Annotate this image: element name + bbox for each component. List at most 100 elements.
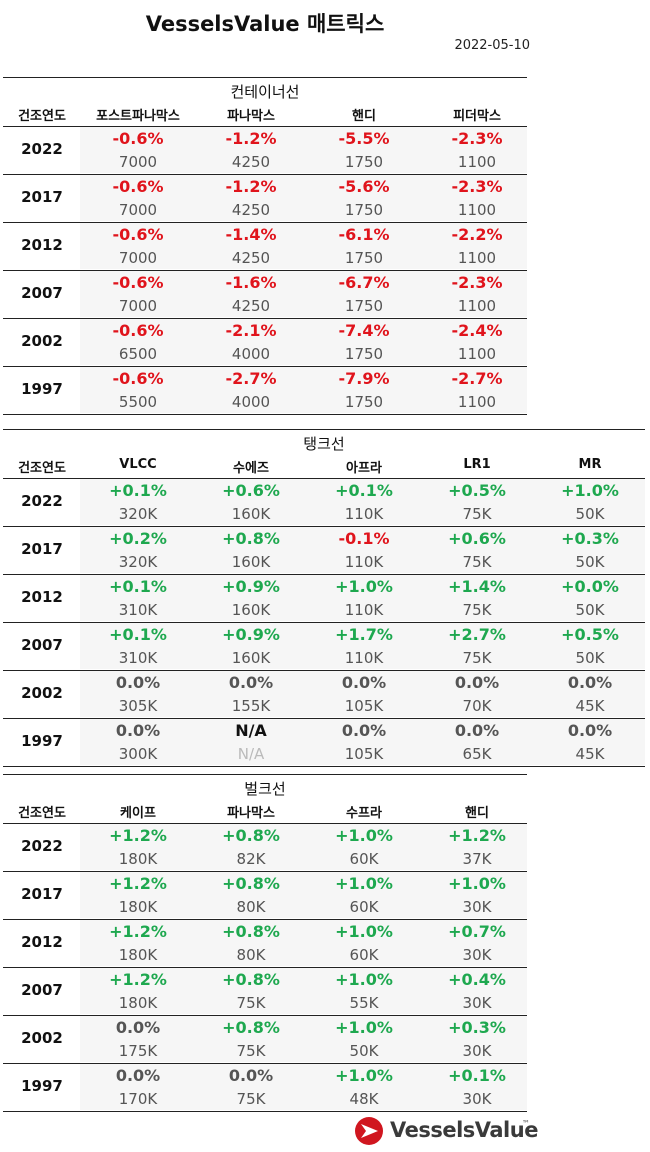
row-background (80, 1064, 527, 1110)
change: -6.1% (338, 225, 390, 244)
change: +0.6% (448, 529, 506, 548)
row-line (3, 526, 645, 527)
value: 160K (231, 553, 271, 571)
value: 5500 (118, 393, 158, 411)
change: +0.8% (222, 529, 280, 548)
value: N/A (237, 745, 265, 763)
page-title: VesselsValue 매트릭스 (145, 12, 385, 36)
row-line (3, 622, 645, 623)
row-background (80, 175, 527, 221)
column-header: MR (578, 457, 602, 472)
value: 180K (118, 898, 158, 916)
change: 0.0% (341, 721, 387, 740)
value: 45K (575, 745, 605, 763)
value: 7000 (118, 153, 158, 171)
change: -2.1% (225, 321, 277, 340)
change: +1.0% (335, 922, 393, 941)
value: 110K (344, 505, 384, 523)
value: 1750 (344, 297, 384, 315)
value: 45K (575, 697, 605, 715)
build-year: 1997 (21, 1077, 63, 1095)
value: 160K (231, 601, 271, 619)
column-header: 수프라 (346, 806, 382, 821)
value: 180K (118, 850, 158, 868)
value: 155K (231, 697, 271, 715)
row-background (80, 479, 645, 525)
build-year: 2022 (21, 492, 63, 510)
value: 110K (344, 553, 384, 571)
value: 1100 (457, 393, 497, 411)
value: 1100 (457, 153, 497, 171)
value: 65K (462, 745, 492, 763)
build-year: 2002 (21, 1029, 63, 1047)
value: 80K (236, 898, 266, 916)
value: 60K (349, 898, 379, 916)
change: 0.0% (454, 721, 500, 740)
value: 75K (236, 994, 266, 1012)
logo-text: VesselsValue (390, 1118, 538, 1142)
column-header: VLCC (119, 457, 157, 472)
change: +1.2% (109, 922, 167, 941)
change: 0.0% (228, 673, 274, 692)
change: +1.7% (335, 625, 393, 644)
value: 82K (236, 850, 266, 868)
change: +0.4% (448, 970, 506, 989)
change: +0.3% (448, 1018, 506, 1037)
row-background (80, 623, 645, 669)
value: 48K (349, 1090, 379, 1108)
value: 7000 (118, 201, 158, 219)
row-line (3, 574, 645, 575)
row-background (80, 968, 527, 1014)
change: -5.5% (338, 129, 390, 148)
value: 75K (236, 1090, 266, 1108)
logo-icon (355, 1117, 383, 1145)
column-header: 핸디 (352, 109, 376, 124)
value: 70K (462, 697, 492, 715)
row-background (80, 872, 527, 918)
change: +1.0% (335, 874, 393, 893)
value: 4250 (231, 153, 271, 171)
row-line (3, 222, 527, 223)
row-line (3, 919, 527, 920)
header-line (3, 823, 527, 824)
column-header: 아프라 (346, 461, 382, 476)
change: +0.9% (222, 625, 280, 644)
row-line (3, 318, 527, 319)
row-background (80, 319, 527, 365)
value: 4250 (231, 201, 271, 219)
value: 30K (462, 898, 492, 916)
value: 320K (118, 553, 158, 571)
change: -0.6% (112, 321, 164, 340)
section-title: 탱크선 (303, 435, 345, 453)
value: 75K (462, 505, 492, 523)
change: +1.0% (335, 826, 393, 845)
change: +0.8% (222, 922, 280, 941)
change: +0.0% (561, 577, 619, 596)
change: +0.1% (335, 481, 393, 500)
build-year: 2007 (21, 636, 63, 654)
change: -0.6% (112, 369, 164, 388)
row-line (3, 366, 527, 367)
change: 0.0% (115, 673, 161, 692)
value: 30K (462, 1090, 492, 1108)
change: 0.0% (341, 673, 387, 692)
change: 0.0% (567, 721, 613, 740)
build-year: 1997 (21, 380, 63, 398)
value: 60K (349, 850, 379, 868)
value: 160K (231, 649, 271, 667)
value: 50K (349, 1042, 379, 1060)
build-year: 2007 (21, 284, 63, 302)
change: +1.2% (109, 874, 167, 893)
row-background (80, 271, 527, 317)
change: +0.9% (222, 577, 280, 596)
value: 175K (118, 1042, 158, 1060)
change: +0.3% (561, 529, 619, 548)
change: 0.0% (228, 1066, 274, 1085)
row-line (3, 766, 645, 767)
change: +0.6% (222, 481, 280, 500)
change: +1.2% (109, 826, 167, 845)
row-line (3, 1063, 527, 1064)
value: 60K (349, 946, 379, 964)
value: 30K (462, 946, 492, 964)
